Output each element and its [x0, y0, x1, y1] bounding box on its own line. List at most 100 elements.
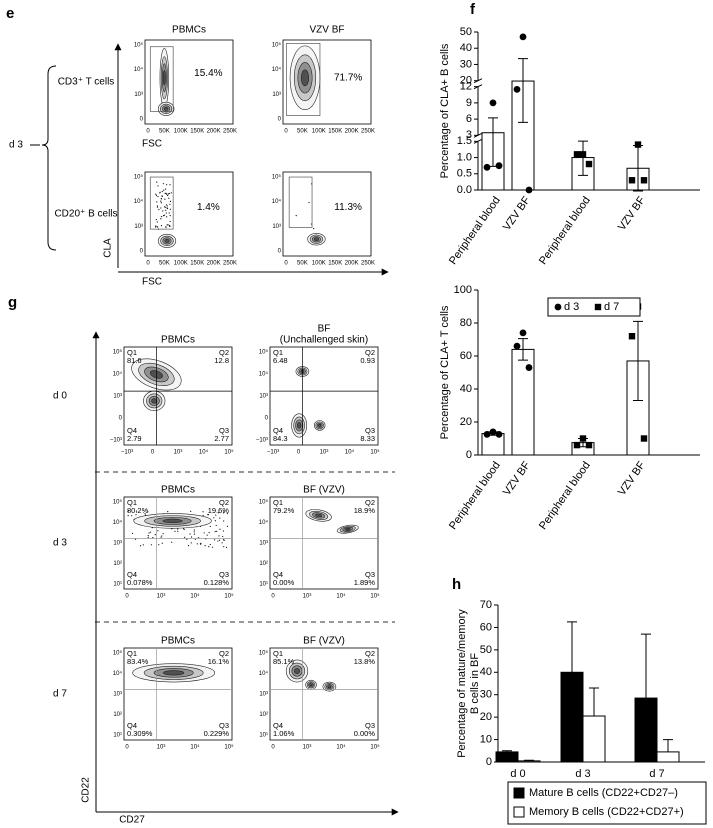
legend-box	[507, 781, 707, 825]
y-axis-label: CD22	[81, 777, 92, 803]
event-dot	[189, 533, 191, 535]
column-title: VZV BF	[309, 25, 344, 36]
bar	[560, 671, 584, 763]
event-dot	[313, 227, 315, 230]
y-tick-label: 0	[486, 756, 492, 768]
x-tick-label: 200K	[345, 129, 359, 135]
event-dot	[169, 200, 172, 203]
x-tick-label: Peripheral blood	[447, 195, 503, 268]
y-tick-label: 50	[480, 644, 492, 656]
legend-label: d 7	[604, 301, 619, 313]
y-tick-label: −10³	[256, 438, 268, 444]
plot-frame	[123, 496, 233, 590]
plot-frame	[144, 171, 234, 257]
quadrant-name: Q4	[273, 721, 283, 730]
data-point	[640, 435, 648, 442]
y-tick-label: 10⁵	[134, 42, 144, 49]
x-tick-label: 0	[146, 129, 150, 135]
x-tick-label: 150K	[190, 261, 204, 267]
data-point	[495, 162, 503, 170]
quadrant-value: 8.33	[360, 434, 375, 443]
plot-title: BF (VZV)	[303, 636, 345, 647]
event-dot	[155, 194, 158, 197]
event-dot	[186, 538, 188, 541]
event-dot	[160, 218, 162, 220]
event-dot	[160, 198, 162, 200]
y-tick-label: 10⁴	[259, 371, 269, 378]
event-dot	[134, 538, 137, 540]
event-dot	[213, 517, 215, 519]
panel-label: e	[6, 5, 14, 22]
contour	[293, 667, 300, 675]
legend-swatch	[513, 806, 525, 818]
event-dot	[168, 225, 171, 227]
event-dot	[162, 215, 165, 217]
x-tick-label: 200K	[207, 129, 221, 135]
event-dot	[166, 224, 168, 226]
event-dot	[135, 514, 137, 516]
plot-frame	[269, 346, 379, 446]
x-axis-label: FSC	[142, 277, 162, 288]
gate	[149, 176, 174, 230]
event-dot	[169, 184, 171, 186]
event-dot	[131, 515, 133, 517]
plot-frame	[123, 647, 233, 741]
contour	[296, 422, 302, 429]
gate-percent: 15.4%	[194, 68, 222, 79]
event-dot	[165, 206, 167, 208]
bar	[634, 697, 658, 763]
quadrant-value: 16.1%	[208, 657, 230, 666]
event-dot	[219, 517, 221, 519]
quadrant-name: Q3	[365, 426, 375, 435]
quadrant-value: 1.06%	[273, 729, 295, 738]
event-dot	[169, 215, 171, 217]
quadrant-name: Q3	[219, 570, 229, 579]
event-dot	[177, 530, 179, 532]
y-tick-label: 12	[460, 81, 472, 93]
event-dot	[155, 193, 157, 195]
y-tick-label: 10³	[259, 394, 268, 400]
event-dot	[157, 530, 159, 532]
x-tick-label: −10³	[267, 450, 279, 456]
data-point	[513, 85, 521, 93]
x-tick-label: 10³	[320, 450, 329, 456]
bar	[656, 751, 680, 763]
x-tick-label: Peripheral blood	[447, 460, 503, 533]
quadrant-value: 19.6%	[208, 506, 230, 515]
quadrant-value: 0.128%	[204, 578, 230, 587]
event-dot	[218, 535, 220, 537]
x-tick-label: 10⁴	[190, 744, 200, 751]
y-tick-label: 9	[466, 97, 472, 109]
x-tick-label: d 0	[510, 768, 525, 780]
y-tick-label: 30	[480, 689, 492, 701]
quadrant-value: 0.93	[360, 356, 375, 365]
y-tick-label: 10⁵	[134, 174, 144, 181]
event-dot	[169, 220, 171, 223]
x-tick-label: 0	[297, 450, 301, 456]
event-dot	[164, 188, 167, 190]
data-point	[628, 333, 636, 340]
plot-frame	[269, 647, 379, 741]
event-dot	[167, 193, 170, 195]
x-tick-label: d 7	[649, 768, 664, 780]
event-dot	[160, 536, 162, 538]
data-point	[525, 364, 533, 371]
event-dot	[226, 525, 228, 527]
bar	[495, 751, 519, 763]
event-dot	[160, 200, 162, 202]
contour	[164, 238, 170, 243]
event-dot	[226, 512, 228, 515]
x-tick-label: VZV BF	[501, 459, 533, 498]
y-tick-label: 0	[140, 249, 144, 255]
event-dot	[160, 225, 163, 227]
event-dot	[214, 520, 216, 522]
plot-title: PBMCs	[161, 335, 195, 346]
event-dot	[157, 185, 159, 187]
x-tick-label: Peripheral blood	[537, 195, 593, 268]
error-bar	[663, 739, 673, 752]
error-bar	[567, 621, 577, 673]
event-dot	[157, 195, 159, 198]
event-dot	[165, 209, 167, 211]
event-dot	[202, 511, 204, 513]
